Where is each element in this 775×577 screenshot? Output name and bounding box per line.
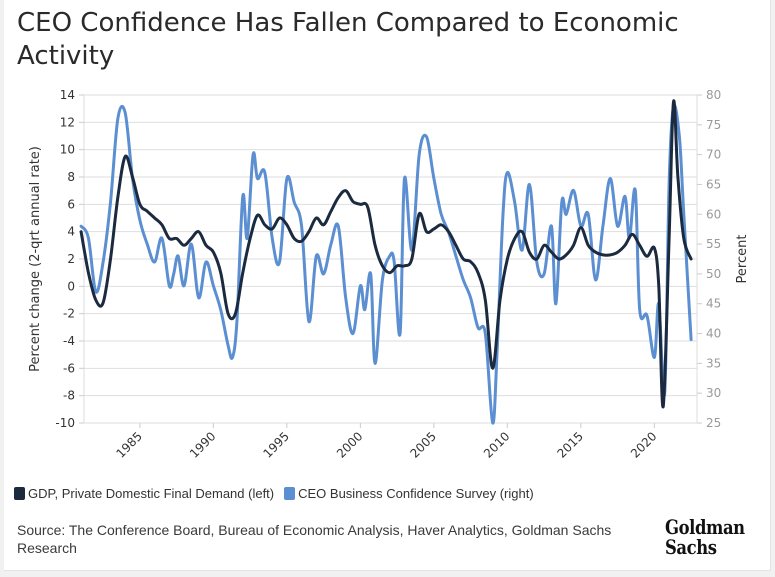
- y-tick-label: -8: [63, 389, 75, 403]
- chart-svg: -10 -8 -6 -4 -2 0 2 4 6 8 10 12 14 25 30 35 40 45 50 55 60 6…: [28, 88, 750, 461]
- x-tick-label: 2020: [628, 429, 659, 460]
- left-axis-ticks: -10 -8 -6 -4 -2 0 2 4 6 8 10 12 14: [55, 88, 84, 430]
- x-tick-label: 2015: [554, 429, 585, 460]
- right-axis-ticks: 25 30 35 40 45 50 55 60 65 70 75 80: [697, 88, 721, 430]
- y2-tick-label: 80: [706, 88, 721, 102]
- x-tick-label: 1985: [113, 429, 144, 460]
- logo-line-2: Sachs: [665, 535, 717, 559]
- y2-tick-label: 50: [706, 267, 721, 281]
- y2-tick-label: 70: [706, 148, 721, 162]
- goldman-sachs-logo: Goldman Sachs: [665, 517, 745, 557]
- y-tick-label: 10: [60, 143, 75, 157]
- x-tick-label: 1990: [187, 429, 218, 460]
- logo-line-1: Goldman: [665, 515, 745, 539]
- x-tick-label: 2010: [481, 429, 512, 460]
- legend-item-ceo[interactable]: CEO Business Confidence Survey (right): [284, 486, 534, 501]
- chart-title: CEO Confidence Has Fallen Compared to Ec…: [17, 8, 679, 71]
- y2-tick-label: 35: [706, 356, 721, 370]
- y2-tick-label: 40: [706, 327, 721, 341]
- y2-tick-label: 25: [706, 416, 721, 430]
- legend-item-gdp[interactable]: GDP, Private Domestic Final Demand (left…: [14, 486, 274, 501]
- y-tick-label: 4: [67, 225, 75, 239]
- x-tick-label: 1995: [260, 429, 291, 460]
- y-tick-label: 12: [60, 115, 75, 129]
- y-tick-label: 6: [67, 197, 75, 211]
- y2-tick-label: 60: [706, 207, 721, 221]
- y-tick-label: 8: [67, 170, 75, 184]
- y2-tick-label: 30: [706, 386, 721, 400]
- legend-swatch-ceo: [284, 487, 296, 500]
- y2-tick-label: 75: [706, 118, 721, 132]
- y2-tick-label: 55: [706, 237, 721, 251]
- y2-tick-label: 45: [706, 297, 721, 311]
- right-axis-label: Percent: [735, 235, 750, 284]
- x-tick-label: 2005: [407, 429, 438, 460]
- legend: GDP, Private Domestic Final Demand (left…: [14, 486, 544, 501]
- y2-tick-label: 65: [706, 177, 721, 191]
- source-note: Source: The Conference Board, Bureau of …: [17, 522, 612, 556]
- y-tick-label: 2: [67, 252, 75, 266]
- y-tick-label: 0: [67, 279, 75, 293]
- legend-label-ceo: CEO Business Confidence Survey (right): [298, 486, 534, 501]
- left-axis-label: Percent change (2-qrt annual rate): [28, 146, 43, 372]
- series-line-ceo-confidence: [79, 103, 693, 425]
- y-tick-label: 14: [60, 88, 75, 102]
- series-line-gdp: [79, 99, 693, 409]
- x-axis-ticks: 1985 1990 1995 2000 2005 2010 2015 2020: [113, 423, 659, 461]
- legend-swatch-gdp: [14, 487, 25, 500]
- y-tick-label: -4: [63, 334, 75, 348]
- x-tick-label: 2000: [334, 429, 365, 460]
- y-tick-label: -6: [63, 361, 75, 375]
- series-lines: [79, 99, 693, 425]
- y-tick-label: -2: [63, 307, 75, 321]
- legend-label-gdp: GDP, Private Domestic Final Demand (left…: [28, 486, 275, 501]
- y-tick-label: -10: [55, 416, 75, 430]
